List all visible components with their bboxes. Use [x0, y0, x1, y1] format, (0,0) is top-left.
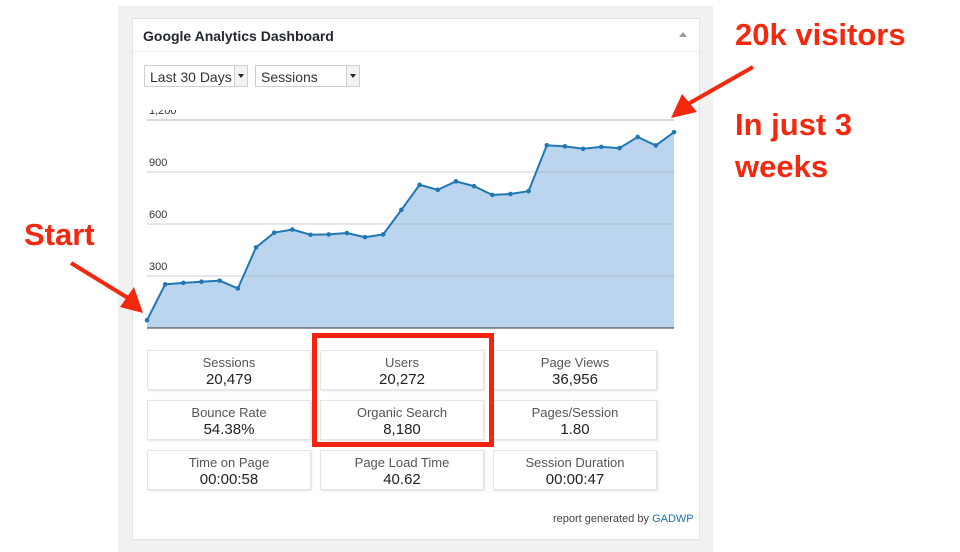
y-tick-label: 600	[149, 209, 167, 221]
data-point	[671, 129, 677, 135]
data-point	[453, 179, 459, 184]
period-select[interactable]: Last 30 Days	[144, 65, 248, 87]
metric-label: Page Load Time	[354, 455, 450, 470]
data-point	[217, 278, 222, 283]
data-point	[271, 230, 277, 235]
metric-value: 40.62	[383, 471, 421, 488]
data-point	[380, 232, 386, 237]
chevron-down-icon	[234, 66, 247, 86]
collapse-arrow-icon[interactable]	[679, 32, 687, 37]
footer-text: report generated by	[553, 513, 650, 525]
gadwp-link[interactable]: GADWP	[652, 513, 694, 525]
widget-header: Google Analytics Dashboard	[133, 19, 699, 52]
metric-pages-session: Pages/Session 1.80	[493, 400, 657, 440]
series-line	[146, 131, 675, 321]
data-point	[635, 134, 640, 140]
metric-label: Time on Page	[188, 455, 270, 470]
metric-sessions: Sessions 20,479	[147, 350, 311, 390]
data-point	[144, 317, 150, 323]
metric-users: Users 20,272	[320, 350, 484, 390]
y-tick-label: 900	[149, 157, 167, 169]
data-point	[162, 282, 168, 287]
data-point	[253, 245, 259, 250]
y-tick-label: 300	[149, 261, 167, 273]
metric-page-load-time: Page Load Time 40.62	[320, 450, 484, 490]
metric-value: 1.80	[560, 421, 590, 438]
annotation-in-just-line2: weeks	[735, 149, 829, 184]
data-point	[290, 227, 295, 232]
data-point	[562, 144, 568, 149]
data-point	[235, 286, 241, 291]
data-point	[617, 145, 622, 151]
highlight-box	[312, 333, 494, 447]
annotation-visitors: 20k visitors	[735, 17, 906, 52]
metric-value: 20,272	[379, 371, 425, 388]
sessions-area-chart: 300 600 900 1,200	[144, 110, 677, 329]
annotation-in-just-line1: In just 3	[735, 107, 853, 142]
metric-select-value: Sessions	[261, 69, 318, 85]
metric-label: Sessions	[202, 355, 256, 370]
data-point	[362, 234, 368, 240]
metric-bounce-rate: Bounce Rate 54.38%	[147, 400, 311, 440]
data-point	[489, 192, 495, 198]
metric-value: 8,180	[383, 421, 421, 438]
annotation-start: Start	[24, 217, 95, 252]
data-point	[435, 187, 441, 193]
period-select-value: Last 30 Days	[150, 69, 232, 85]
widget-title: Google Analytics Dashboard	[143, 28, 334, 44]
data-point	[580, 146, 586, 152]
data-point	[181, 280, 186, 286]
metric-time-on-page: Time on Page 00:00:58	[147, 450, 311, 490]
metric-value: 36,956	[552, 371, 598, 388]
data-point	[344, 230, 350, 236]
metric-label: Page Views	[540, 355, 610, 370]
data-point	[326, 232, 332, 237]
metric-value: 54.38%	[203, 421, 255, 438]
arrow-to-end-icon	[671, 65, 754, 118]
data-point	[653, 143, 659, 148]
metric-label: Users	[385, 355, 419, 370]
metric-label: Session Duration	[525, 455, 625, 470]
metric-session-duration: Session Duration 00:00:47	[493, 450, 657, 490]
data-point	[599, 144, 604, 150]
metric-label: Bounce Rate	[191, 405, 267, 420]
metric-select[interactable]: Sessions	[255, 65, 360, 87]
data-point	[508, 191, 513, 197]
metric-page-views: Page Views 36,956	[493, 350, 657, 390]
metric-label: Organic Search	[356, 405, 448, 420]
data-point	[199, 279, 204, 285]
metric-label: Pages/Session	[531, 405, 619, 420]
data-point	[544, 143, 550, 148]
metric-value: 00:00:47	[545, 471, 605, 488]
chevron-down-icon	[346, 66, 359, 86]
report-footer: report generated by GADWP	[553, 513, 694, 525]
y-tick-label: 1,200	[149, 110, 177, 117]
data-point	[308, 232, 313, 238]
metric-organic-search: Organic Search 8,180	[320, 400, 484, 440]
data-point	[526, 188, 531, 194]
data-point	[471, 183, 477, 189]
arrow-to-start-icon	[69, 261, 143, 313]
area-fill	[147, 132, 674, 328]
metric-value: 20,479	[206, 371, 252, 388]
data-point	[399, 207, 404, 213]
metric-value: 00:00:58	[199, 471, 259, 488]
data-point	[417, 182, 422, 188]
